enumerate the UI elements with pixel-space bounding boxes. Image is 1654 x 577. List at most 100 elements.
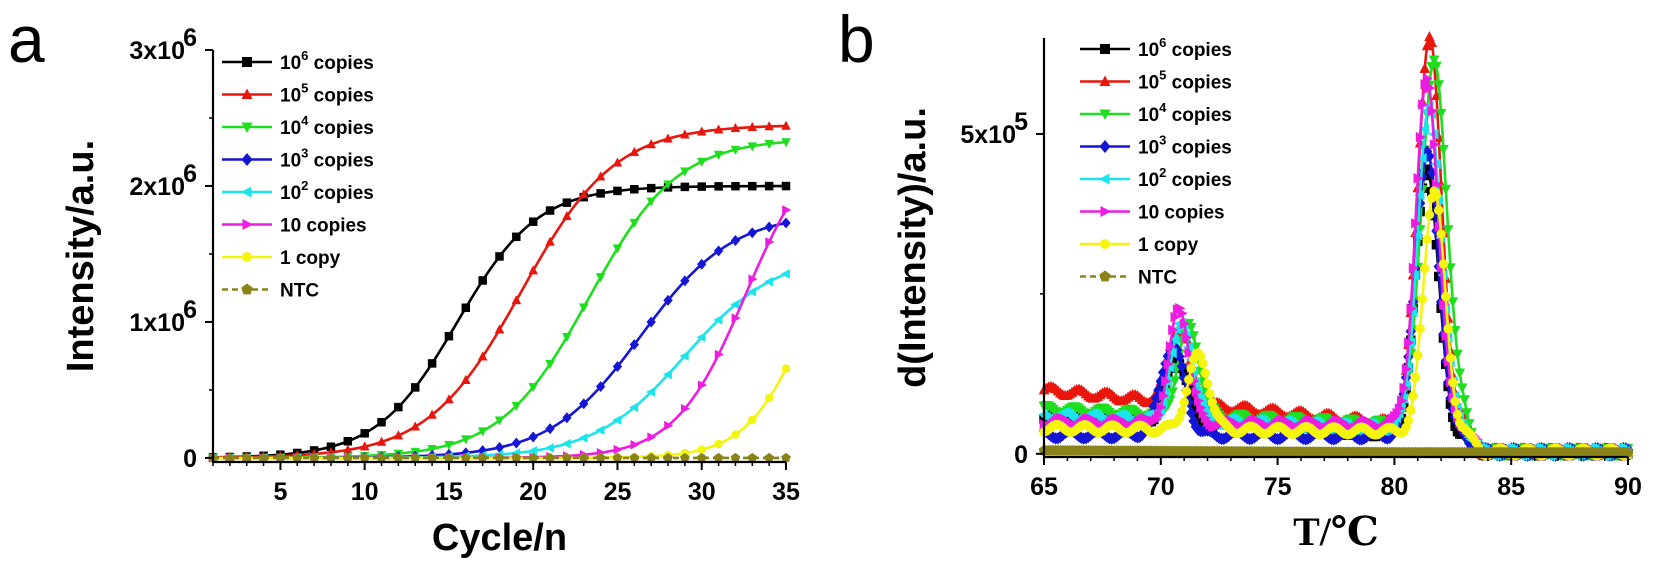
data-point	[781, 452, 791, 463]
data-point	[747, 121, 758, 132]
data-point	[1394, 403, 1406, 414]
y-tick-exponent: 6	[183, 296, 197, 324]
data-point	[1459, 395, 1470, 406]
data-point	[646, 197, 656, 207]
data-point	[746, 286, 757, 297]
legend-item: 103 copies	[222, 146, 374, 172]
data-point	[714, 182, 723, 191]
data-point	[1177, 406, 1187, 417]
data-point	[1397, 395, 1408, 407]
data-point	[1442, 225, 1454, 236]
data-point	[528, 431, 538, 443]
data-point	[646, 183, 656, 193]
legend-label: 106 copies	[280, 48, 374, 74]
data-point	[730, 299, 740, 310]
data-point	[1185, 322, 1197, 334]
data-point	[359, 441, 370, 451]
data-point	[1443, 324, 1453, 334]
data-point	[477, 427, 488, 437]
y-tick-exponent: 6	[183, 160, 197, 188]
legend-swatch-marker	[242, 219, 253, 230]
data-point	[612, 157, 623, 167]
data-point	[427, 409, 437, 419]
legend-label: 104 copies	[1138, 100, 1232, 126]
data-point	[764, 121, 774, 131]
data-point	[427, 359, 437, 368]
data-point	[748, 181, 757, 191]
data-point	[1156, 401, 1167, 413]
data-point	[662, 369, 672, 380]
data-point	[1169, 376, 1181, 387]
data-point	[461, 303, 471, 312]
series-markers-b-105-copies	[1038, 30, 1634, 461]
data-point	[1425, 82, 1436, 94]
data-point	[1179, 318, 1191, 330]
data-point	[646, 316, 656, 328]
data-point	[714, 439, 723, 449]
data-point	[713, 245, 724, 257]
legend-item: 10 copies	[1080, 203, 1225, 224]
data-point	[781, 120, 791, 130]
data-point	[1168, 334, 1180, 345]
x-axis-title: Cycle/n	[432, 517, 567, 559]
legend-swatch-marker	[1099, 173, 1110, 185]
x-tick-label: 65	[1030, 473, 1058, 501]
data-point	[613, 444, 623, 455]
data-point	[1179, 397, 1189, 408]
legend-label: 102 copies	[280, 178, 374, 204]
data-point	[528, 265, 539, 275]
series-markers-a-105-copies	[208, 120, 791, 462]
data-point	[764, 221, 774, 233]
data-point	[781, 217, 791, 229]
data-point	[595, 380, 606, 393]
data-point	[1452, 409, 1463, 420]
data-point	[747, 227, 758, 239]
y-tick-exponent: 6	[183, 24, 197, 52]
legend-b: 106 copies 105 copies 104 copies 103 copies…	[1080, 35, 1232, 289]
data-point	[1399, 382, 1410, 394]
data-point	[763, 276, 773, 287]
data-point	[1441, 330, 1452, 342]
data-point	[1181, 386, 1192, 397]
data-point	[596, 189, 605, 198]
data-point	[1401, 363, 1413, 375]
x-tick-label: 75	[1264, 473, 1292, 501]
x-axis-title: T/℃	[1293, 509, 1379, 554]
legend-label: NTC	[280, 281, 319, 302]
series-line-b-102-copies	[1043, 103, 1629, 458]
data-point	[1418, 123, 1430, 135]
data-point	[460, 435, 471, 445]
data-point	[1422, 234, 1432, 245]
data-point	[511, 295, 522, 305]
legend-item: 1 copy	[222, 248, 341, 269]
data-point	[1445, 263, 1456, 274]
data-point	[1409, 269, 1420, 281]
data-point	[1424, 210, 1435, 220]
data-point	[697, 182, 706, 191]
series-markers-a-ntc	[208, 452, 791, 463]
y-tick-label: 0	[183, 445, 197, 473]
data-point	[578, 303, 589, 313]
data-point	[1163, 358, 1174, 370]
legend-item: NTC	[1080, 268, 1177, 289]
data-point	[1428, 55, 1440, 66]
data-point	[1403, 415, 1414, 426]
data-point	[545, 236, 555, 246]
data-point	[478, 276, 487, 285]
data-point	[730, 145, 741, 156]
data-point	[528, 217, 538, 226]
data-point	[730, 452, 741, 463]
data-point	[696, 452, 707, 463]
data-point	[1461, 408, 1473, 419]
data-point	[1158, 390, 1170, 402]
data-point	[512, 232, 521, 242]
x-tick-label: 90	[1614, 473, 1642, 501]
x-tick-label: 15	[435, 478, 463, 506]
data-point	[1452, 349, 1463, 360]
data-point	[1434, 205, 1444, 215]
data-point	[1415, 323, 1425, 334]
data-point	[527, 446, 538, 456]
data-point	[714, 349, 724, 360]
